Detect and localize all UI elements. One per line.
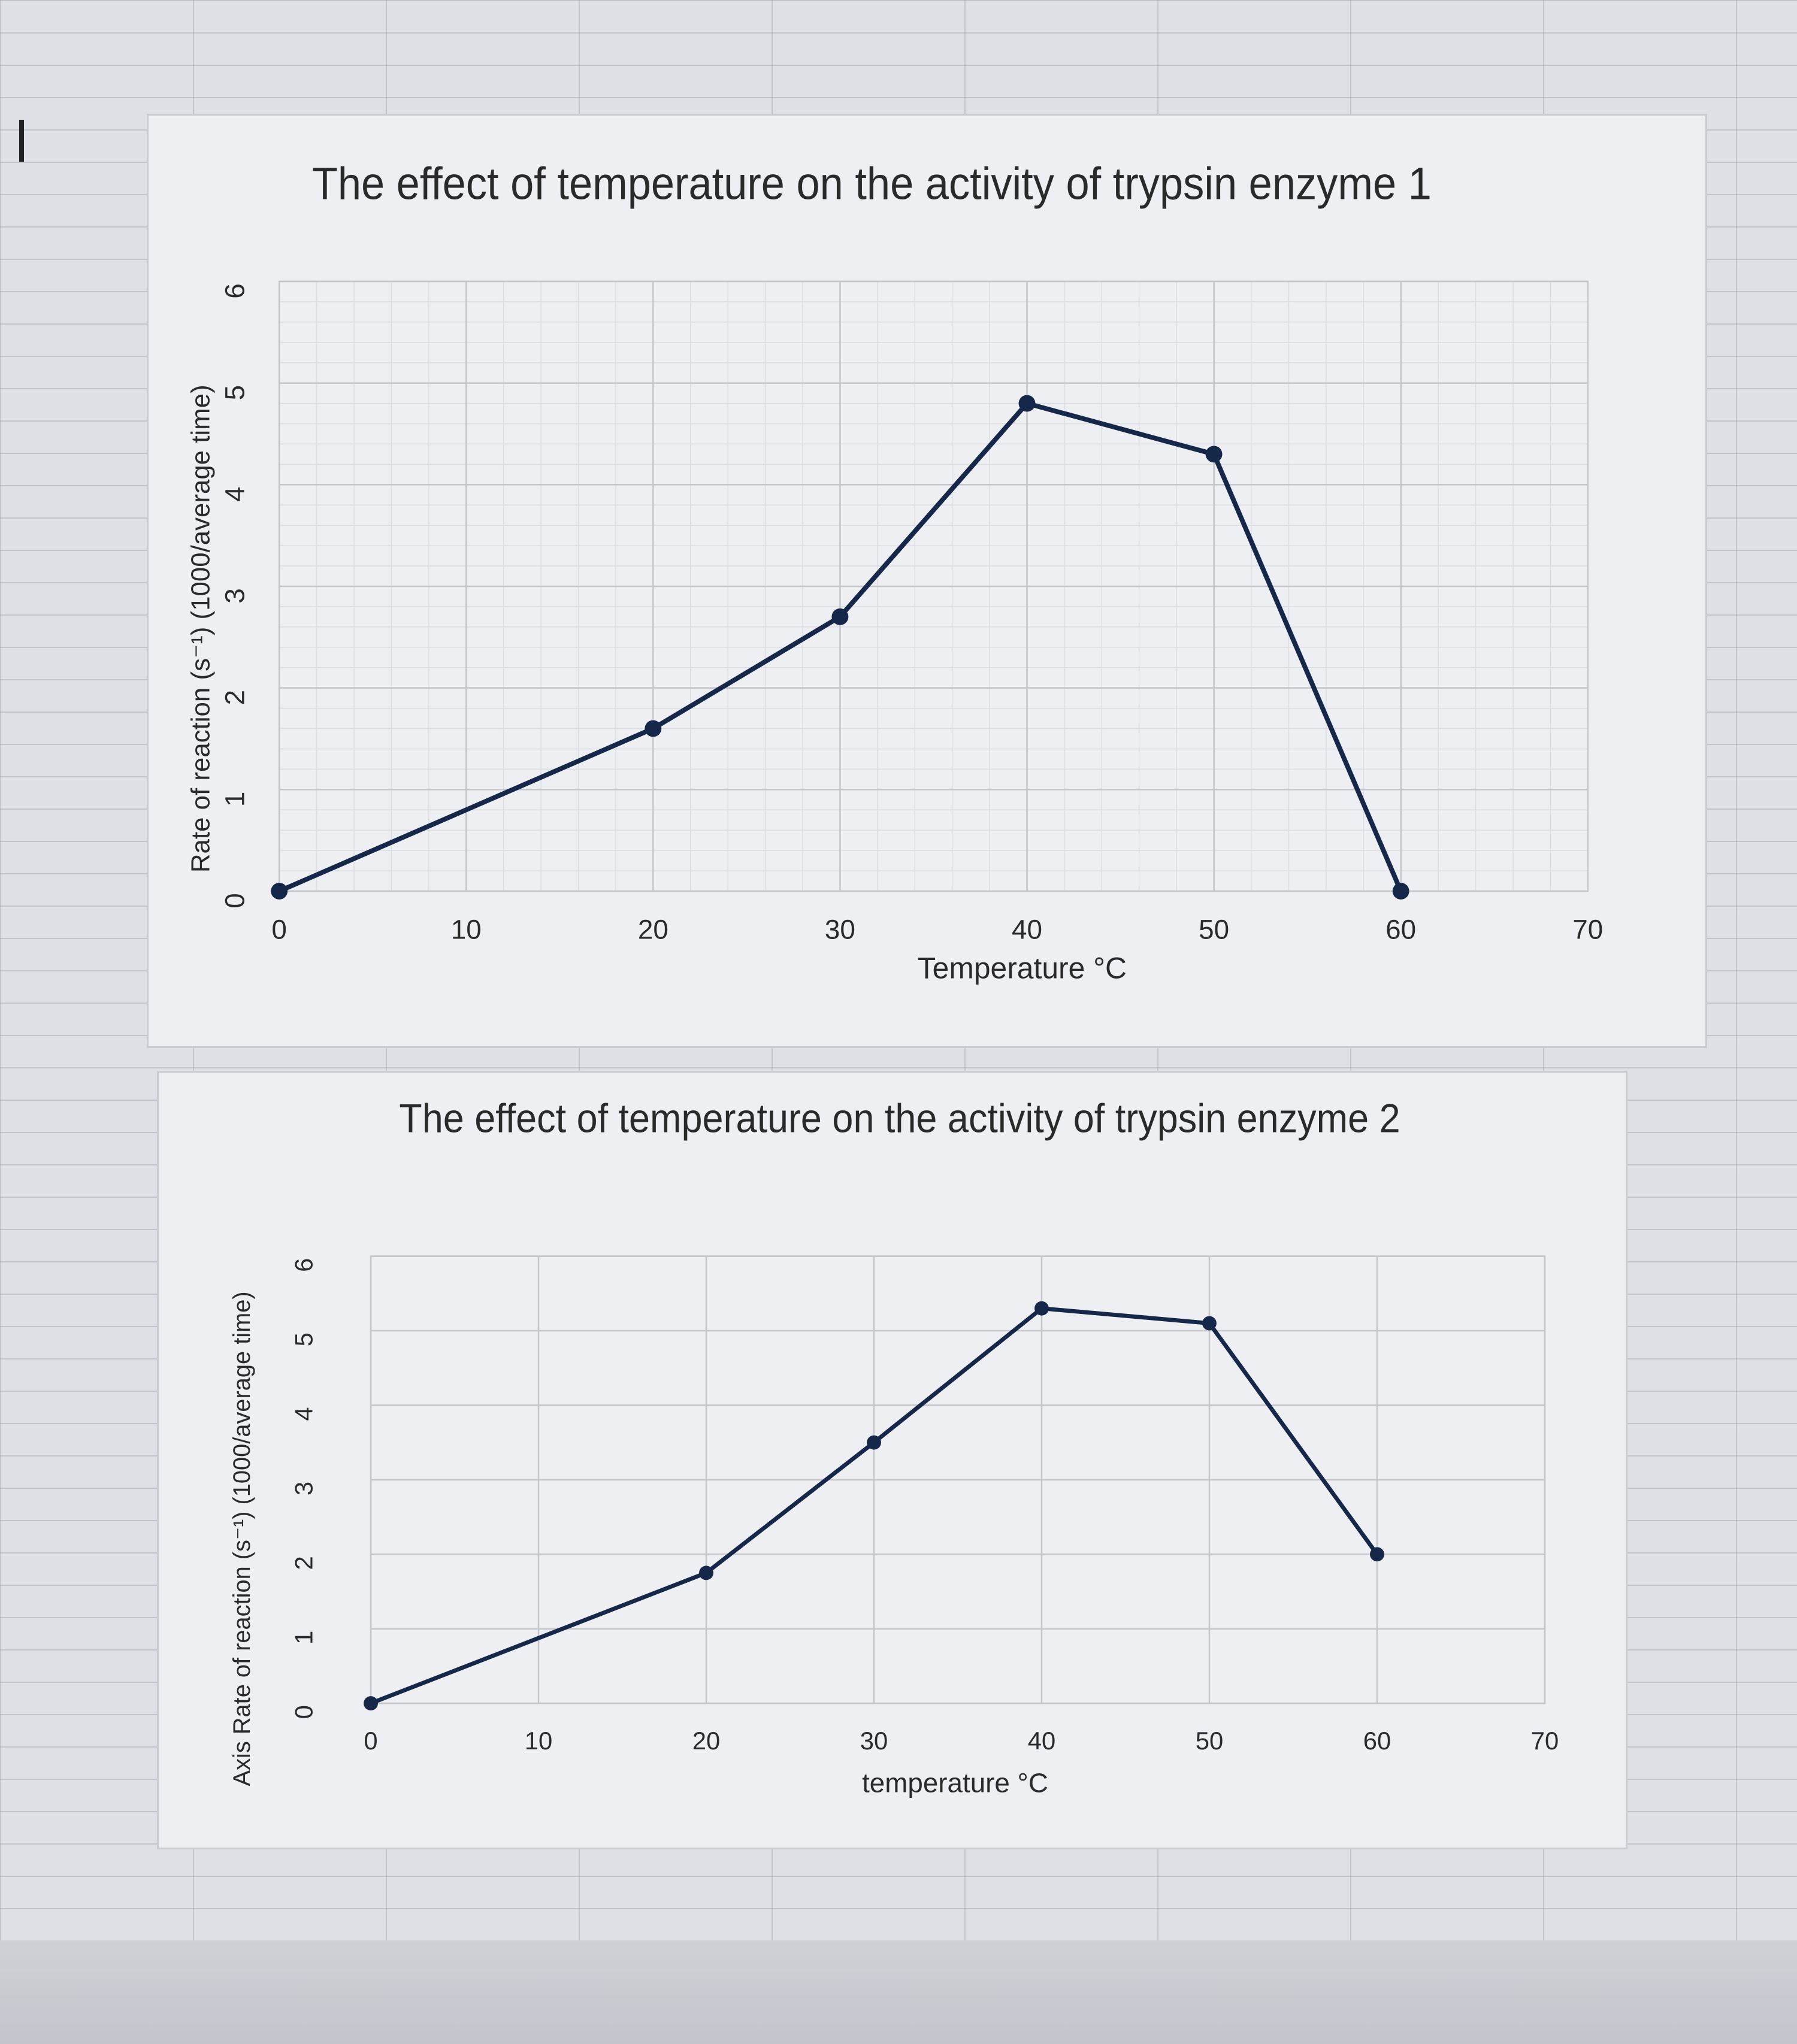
series-line bbox=[278, 401, 1403, 894]
chart-panel-enzyme-2[interactable]: 0 10 20 30 40 50 60 70 0 1 2 3 4 5 6 The effect of te… bbox=[157, 1071, 1627, 1849]
x-tick-label: 10 bbox=[451, 914, 482, 945]
plot-area-border bbox=[278, 280, 1589, 892]
data-point bbox=[1392, 883, 1409, 900]
y-axis-label: Rate of reaction (s⁻¹) (1000/average tim… bbox=[186, 384, 216, 873]
x-tick-label: 70 bbox=[1572, 914, 1603, 945]
chart-title: The effect of temperature on the activit… bbox=[312, 159, 1432, 209]
series-points bbox=[271, 395, 1409, 900]
x-tick-labels: 0 10 20 30 40 50 60 70 bbox=[364, 1727, 1559, 1755]
x-tick-label: 0 bbox=[271, 914, 286, 945]
x-tick-label: 10 bbox=[525, 1727, 553, 1755]
data-point bbox=[1205, 446, 1223, 463]
plot-area-border bbox=[370, 1255, 1546, 1704]
x-tick-label: 30 bbox=[825, 914, 855, 945]
data-point bbox=[867, 1435, 881, 1450]
data-point bbox=[271, 883, 288, 900]
y-tick-label: 6 bbox=[219, 283, 250, 298]
data-point bbox=[1370, 1547, 1384, 1562]
y-tick-label: 4 bbox=[219, 487, 250, 502]
data-point bbox=[1202, 1316, 1217, 1331]
x-tick-label: 60 bbox=[1385, 914, 1416, 945]
y-tick-labels: 0 1 2 3 4 5 6 bbox=[219, 283, 250, 909]
x-tick-label: 50 bbox=[1199, 914, 1229, 945]
x-tick-labels: 0 10 20 30 40 50 60 70 bbox=[271, 914, 1603, 945]
y-tick-label: 3 bbox=[219, 588, 250, 603]
y-tick-label: 5 bbox=[219, 385, 250, 400]
grid bbox=[278, 280, 1589, 892]
x-axis-label: temperature °C bbox=[862, 1767, 1048, 1798]
data-point bbox=[831, 608, 849, 625]
y-tick-label: 2 bbox=[289, 1556, 317, 1570]
y-tick-label: 4 bbox=[289, 1407, 317, 1421]
y-tick-labels: 0 1 2 3 4 5 6 bbox=[289, 1258, 317, 1719]
screen-bezel bbox=[0, 1940, 1797, 2044]
y-tick-label: 6 bbox=[289, 1258, 317, 1272]
y-axis-label: Axis Rate of reaction (s⁻¹) (1000/averag… bbox=[229, 1291, 255, 1786]
x-tick-label: 70 bbox=[1531, 1727, 1559, 1755]
series-points bbox=[364, 1301, 1384, 1711]
series-line bbox=[370, 1306, 1379, 1706]
chart-enzyme-2: 0 10 20 30 40 50 60 70 0 1 2 3 4 5 6 The effect of te… bbox=[229, 1095, 1559, 1798]
data-point bbox=[699, 1565, 713, 1580]
x-axis-label: Temperature °C bbox=[918, 951, 1127, 985]
series-line-path bbox=[278, 401, 1403, 894]
y-tick-label: 3 bbox=[289, 1482, 317, 1495]
data-point bbox=[1034, 1301, 1049, 1316]
x-tick-label: 60 bbox=[1363, 1727, 1391, 1755]
x-tick-label: 40 bbox=[1028, 1727, 1055, 1755]
y-tick-label: 1 bbox=[219, 792, 250, 807]
data-point bbox=[1018, 395, 1036, 412]
y-tick-label: 1 bbox=[289, 1631, 317, 1645]
series-line-path bbox=[370, 1306, 1379, 1706]
data-point bbox=[364, 1696, 378, 1711]
x-tick-label: 20 bbox=[692, 1727, 721, 1755]
chart-enzyme-1: 0 10 20 30 40 50 60 70 0 1 2 3 4 5 6 The effect of te… bbox=[186, 159, 1604, 985]
x-tick-label: 20 bbox=[638, 914, 668, 945]
x-tick-label: 50 bbox=[1196, 1727, 1224, 1755]
cell-cursor bbox=[0, 120, 24, 162]
y-tick-label: 5 bbox=[289, 1333, 317, 1346]
x-tick-label: 40 bbox=[1012, 914, 1042, 945]
chart-title: The effect of temperature on the activit… bbox=[399, 1095, 1400, 1141]
chart-panel-enzyme-1[interactable]: 0 10 20 30 40 50 60 70 0 1 2 3 4 5 6 The effect of te… bbox=[147, 114, 1707, 1048]
x-tick-label: 30 bbox=[860, 1727, 888, 1755]
y-tick-label: 2 bbox=[219, 690, 250, 705]
x-tick-label: 0 bbox=[364, 1727, 377, 1755]
data-point bbox=[645, 720, 662, 737]
y-tick-label: 0 bbox=[289, 1705, 317, 1719]
y-tick-label: 0 bbox=[219, 893, 250, 908]
